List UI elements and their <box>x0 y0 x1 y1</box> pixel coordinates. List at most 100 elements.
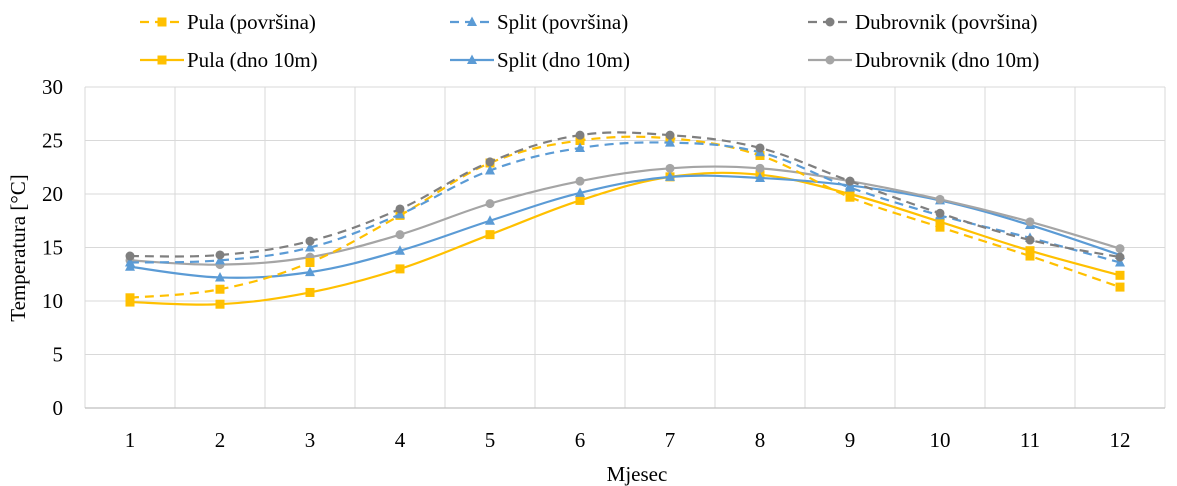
data-point <box>305 266 315 277</box>
x-axis-title: Mjesec <box>607 462 668 486</box>
x-tick-label: 5 <box>485 428 496 452</box>
data-point <box>1115 270 1125 280</box>
data-point <box>1115 256 1125 267</box>
data-point <box>305 242 315 252</box>
x-tick-label: 12 <box>1110 428 1131 452</box>
data-point <box>485 199 495 209</box>
data-point <box>935 208 945 218</box>
data-point <box>845 182 855 192</box>
data-point <box>1115 252 1125 262</box>
x-tick-label: 7 <box>665 428 676 452</box>
series-line <box>129 165 1121 266</box>
data-point <box>485 164 495 175</box>
legend-label: Split (površina) <box>497 10 628 34</box>
legend-marker <box>467 54 477 64</box>
x-tick-label: 3 <box>305 428 316 452</box>
x-tick-label: 2 <box>215 428 226 452</box>
data-point <box>125 256 135 267</box>
data-point <box>665 171 675 181</box>
y-tick-label: 25 <box>42 129 63 153</box>
data-point <box>305 236 315 246</box>
legend-item: Dubrovnik (površina) <box>808 10 1038 34</box>
data-point <box>485 230 495 240</box>
data-point <box>665 137 675 147</box>
legend-label: Pula (površina) <box>187 10 316 34</box>
data-point <box>935 194 945 204</box>
series-line <box>129 131 1121 259</box>
data-point <box>935 217 945 227</box>
data-point <box>395 230 405 240</box>
data-point <box>1115 244 1125 254</box>
data-point <box>935 222 945 232</box>
data-point <box>755 143 765 153</box>
data-point <box>215 271 225 282</box>
data-point <box>755 172 765 182</box>
y-axis-title: Temperatura [°C] <box>6 174 30 321</box>
legend-item: Split (dno 10m) <box>450 48 630 72</box>
data-point <box>215 299 225 309</box>
legend-label: Pula (dno 10m) <box>187 48 318 72</box>
x-tick-label: 8 <box>755 428 766 452</box>
data-point <box>845 192 855 202</box>
y-tick-label: 0 <box>53 396 64 420</box>
legend-item: Split (površina) <box>450 10 628 34</box>
x-tick-label: 4 <box>395 428 406 452</box>
data-point <box>215 254 225 265</box>
x-tick-label: 11 <box>1020 428 1040 452</box>
data-point <box>395 208 405 219</box>
legend-label: Dubrovnik (dno 10m) <box>855 48 1039 72</box>
x-tick-labels: 1 2 3 4 5 6 7 8 9 10 11 12 <box>125 428 1131 452</box>
legend-label: Split (dno 10m) <box>497 48 630 72</box>
y-tick-label: 20 <box>42 182 63 206</box>
data-point <box>485 157 495 167</box>
series-line <box>129 171 1121 306</box>
series-line <box>129 141 1121 264</box>
legend-marker <box>825 55 835 65</box>
legend-marker <box>467 16 477 26</box>
series-1 <box>125 137 1125 267</box>
data-point <box>1025 235 1035 245</box>
y-tick-label: 5 <box>53 343 64 367</box>
x-tick-label: 9 <box>845 428 856 452</box>
data-point <box>1115 282 1125 292</box>
data-point <box>305 257 315 267</box>
legend-marker <box>825 17 835 27</box>
data-point <box>575 187 585 197</box>
x-tick-label: 10 <box>930 428 951 452</box>
data-point <box>665 130 675 140</box>
data-point <box>395 204 405 214</box>
data-point <box>215 284 225 294</box>
y-tick-label: 15 <box>42 236 63 260</box>
data-point <box>125 293 135 303</box>
data-point <box>1025 251 1035 261</box>
y-tick-label: 10 <box>42 289 63 313</box>
data-point <box>215 250 225 260</box>
series-2 <box>125 130 1125 262</box>
data-point <box>125 251 135 261</box>
legend-marker <box>157 17 167 27</box>
x-tick-label: 6 <box>575 428 586 452</box>
legend-item: Pula (površina) <box>140 10 316 34</box>
y-tick-label: 30 <box>42 75 63 99</box>
legend-marker <box>157 55 167 65</box>
legend: Pula (površina) Split (površina) Dubrovnik… <box>140 10 1039 72</box>
y-tick-labels: 0 5 10 15 20 25 30 <box>42 75 63 420</box>
data-point <box>485 215 495 225</box>
data-point <box>395 245 405 255</box>
data-point <box>575 176 585 186</box>
data-point <box>665 163 675 173</box>
data-point <box>575 130 585 140</box>
data-point <box>1025 246 1035 256</box>
x-tick-label: 1 <box>125 428 136 452</box>
data-point <box>755 163 765 173</box>
grid-lines <box>84 86 1166 409</box>
data-point <box>305 287 315 297</box>
data-point <box>575 142 585 152</box>
data-point <box>575 136 585 145</box>
legend-label: Dubrovnik (površina) <box>855 10 1038 34</box>
data-point <box>575 195 585 205</box>
legend-item: Dubrovnik (dno 10m) <box>808 48 1039 72</box>
data-point <box>845 176 855 186</box>
data-point <box>395 264 405 274</box>
